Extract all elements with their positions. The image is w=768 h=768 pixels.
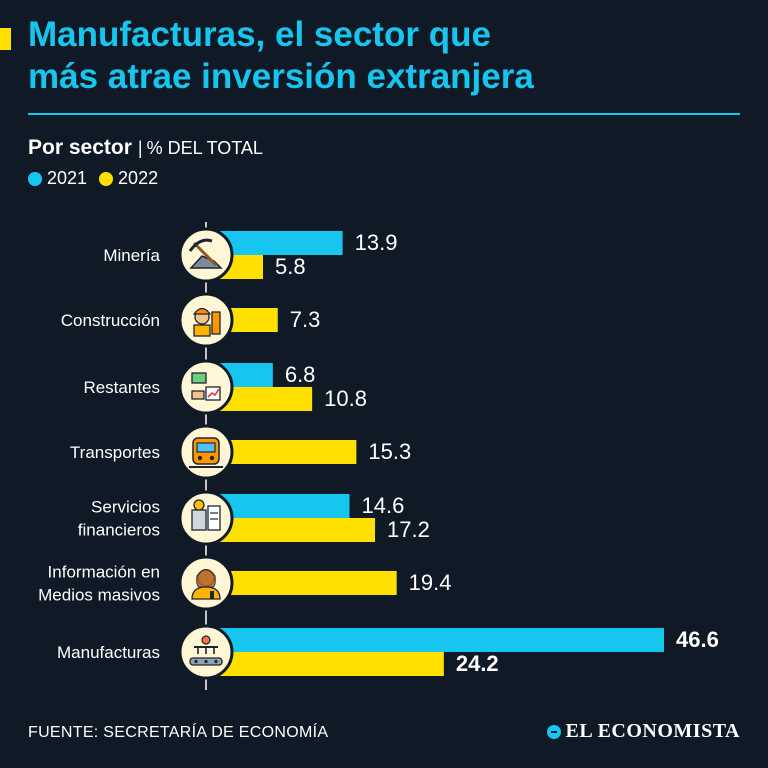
publisher-logo: EL ECONOMISTA [546,720,741,743]
data-label-2022-5: 19.4 [409,570,452,595]
category-label-3: Transportes [70,443,160,462]
legend-item-2021: 2021 [28,168,87,189]
data-label-2022-0: 5.8 [275,254,306,279]
data-label-2021-2: 6.8 [285,362,316,387]
chart-title-line-2: más atrae inversión extranjera [28,57,534,96]
news-anchor-icon [191,568,221,600]
category-label-0: Minería [103,246,160,265]
title-divider [28,113,740,115]
train-icon [189,437,223,468]
legend-dot-2021 [28,171,42,186]
finance-calculator-icon [191,499,221,531]
bar-2022-5 [206,571,397,595]
chart-subtitle: Por sector |% DEL TOTAL [28,136,263,160]
bar-2022-4 [206,518,376,542]
category-label-5-line-0: Información en [48,563,160,582]
subtitle-main: Por sector [28,136,132,159]
construction-worker-icon [192,307,221,337]
data-label-2022-1: 7.3 [290,307,321,332]
category-label-1: Construcción [61,311,160,330]
category-label-6: Manufacturas [57,643,160,662]
data-label-2022-4: 17.2 [387,517,430,542]
source-note: FUENTE: SECRETARÍA DE ECONOMÍA [28,724,329,741]
data-label-2022-6: 24.2 [456,651,499,676]
data-label-2022-2: 10.8 [324,386,367,411]
money-growth-icon [191,372,221,401]
legend-label-2022: 2022 [118,168,159,188]
bar-2021-6 [206,628,664,652]
category-label-4-line-0: Servicios [91,498,160,517]
legend-dot-2022 [99,171,114,186]
mining-icon [188,238,223,269]
category-label-2: Restantes [83,378,160,397]
chart-legend: 2021 2022 [28,168,170,189]
data-label-2021-4: 14.6 [361,493,404,518]
legend-label-2021: 2021 [47,168,88,188]
category-label-5-line-1: Medios masivos [38,586,160,605]
data-label-2021-0: 13.9 [355,230,398,255]
subtitle-separator: | [137,138,143,158]
legend-item-2022: 2022 [99,168,158,189]
bar-2022-6 [206,652,444,676]
factory-robot-icon [189,635,223,666]
data-label-2022-3: 15.3 [368,439,411,464]
logo-text: EL ECONOMISTA [565,720,740,742]
title-accent-block [0,28,11,50]
chart-title: Manufacturas, el sector que más atrae in… [28,14,748,98]
category-label-4-line-1: financieros [78,521,160,540]
logo-mark-icon [546,724,561,739]
data-label-2021-6: 46.6 [676,627,719,652]
subtitle-unit: % DEL TOTAL [146,138,263,158]
chart-title-line-1: Manufacturas, el sector que [28,15,491,54]
